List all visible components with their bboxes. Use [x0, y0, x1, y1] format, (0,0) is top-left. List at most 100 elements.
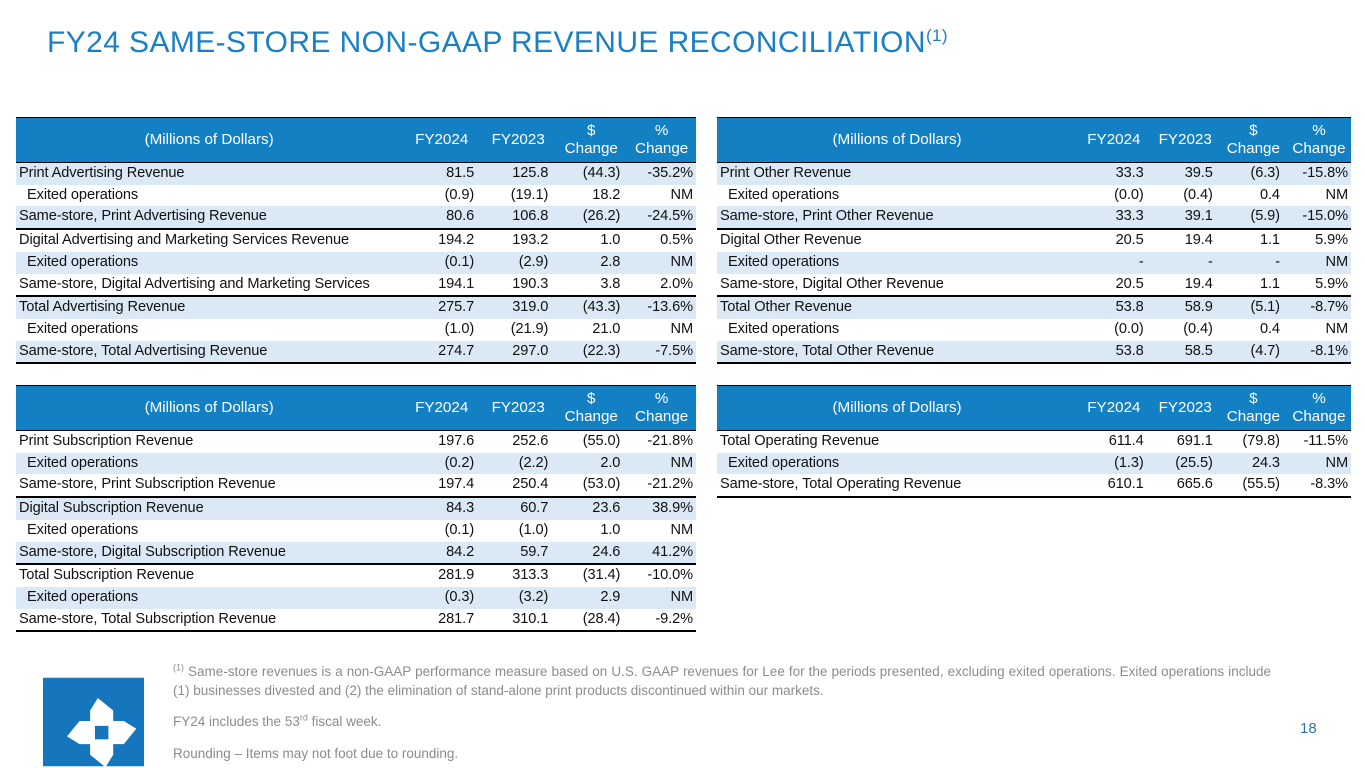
cell-dollar-change: (55.5) — [1242, 476, 1280, 493]
cell-dollar-change: (4.7) — [1219, 340, 1287, 364]
cell-dollar-change: (55.0) — [582, 433, 621, 449]
cell-fy2024: 80.6 — [402, 206, 482, 231]
table-row: Exited operations (1.0) (21.9) 21.0 NM — [16, 319, 696, 341]
col-header: FY2024 — [402, 385, 482, 431]
table-row: Same-store, Total Other Revenue 53.8 58.5(… — [717, 340, 1351, 364]
row-label: Exited operations — [27, 186, 139, 203]
cell-pct-change: 41.2% — [627, 541, 696, 566]
cell-dollar-change: (43.3) — [555, 296, 628, 319]
cell-dollar-change: 1.1 — [1259, 232, 1280, 249]
col-header-units: (Millions of Dollars) — [717, 385, 1078, 431]
cell-dollar-change: 18.2 — [592, 186, 621, 203]
cell-pct-change: -24.5% — [627, 206, 696, 231]
row-label: Exited operations — [16, 452, 403, 475]
page-title-text: FY24 SAME-STORE NON-GAAP REVENUE RECONCI… — [47, 26, 926, 59]
row-label: Exited operations — [717, 251, 1078, 274]
cell-pct-change: NM — [1286, 251, 1351, 274]
cell-fy2023: (2.9) — [481, 251, 556, 274]
cell-pct-change: 0.5% — [660, 232, 693, 249]
table-row: Total Subscription Revenue 281.9 313.3 (31.… — [16, 564, 696, 587]
cell-fy2024: - — [1077, 251, 1151, 274]
advertising-revenue-table-container: (Millions of Dollars) FY2024 FY2023 $ Change… — [16, 117, 696, 365]
cell-pct-change: -35.2% — [627, 162, 696, 185]
cell-pct-change: NM — [670, 521, 694, 538]
cell-fy2024: 33.3 — [1077, 162, 1151, 185]
cell-fy2024: 281.9 — [438, 567, 475, 584]
cell-fy2024: 20.5 — [1077, 273, 1151, 298]
cell-fy2023: 252.6 — [512, 433, 549, 449]
row-label: Digital Advertising and Marketing Servic… — [19, 232, 350, 249]
cell-fy2023: 125.8 — [481, 162, 556, 185]
cell-dollar-change: 24.3 — [1219, 452, 1287, 475]
footnote-same-store: (1) Same-store revenues is a non-GAAP pe… — [173, 662, 1271, 698]
page-number: 18 — [1300, 720, 1317, 737]
cell-fy2023: 190.3 — [481, 273, 556, 298]
cell-dollar-change: 2.0 — [555, 452, 628, 475]
col-header: % Change — [627, 385, 696, 431]
row-label: Print Other Revenue — [717, 162, 1078, 185]
cell-fy2024: (1.0) — [444, 320, 475, 337]
col-header-units: (Millions of Dollars) — [717, 117, 1078, 163]
cell-fy2023: 310.1 — [512, 610, 549, 627]
table-row: Exited operations (0.0) (0.4) 0.4 NM — [717, 185, 1351, 207]
cell-pct-change: NM — [1325, 320, 1349, 337]
table-row: Exited operations (0.2) (2.2) 2.0 NM — [16, 452, 696, 475]
col-header: % Change — [1286, 117, 1351, 163]
cell-fy2024: 274.7 — [402, 340, 482, 364]
cell-fy2023: 297.0 — [481, 340, 556, 364]
cell-pct-change: NM — [1286, 452, 1351, 475]
table-row: Exited operations (0.0) (0.4) 0.4 NM — [717, 319, 1351, 341]
col-header: $ Change — [1219, 385, 1287, 431]
row-label: Same-store, Print Other Revenue — [717, 206, 1078, 231]
cell-fy2024: 610.1 — [1107, 476, 1144, 493]
row-label: Exited operations — [717, 452, 1078, 475]
row-label: Exited operations — [16, 586, 403, 609]
cell-pct-change: -10.0% — [647, 567, 693, 584]
cell-fy2024: 275.7 — [402, 296, 482, 319]
footnote-marker: (1) — [173, 662, 184, 673]
cell-fy2023: (1.0) — [518, 521, 549, 538]
cell-dollar-change: 3.8 — [555, 273, 628, 298]
table-row: Same-store, Print Other Revenue 33.3 39.1(… — [717, 206, 1351, 231]
cell-pct-change: 2.0% — [627, 273, 696, 298]
cell-fy2024: 194.2 — [438, 232, 475, 249]
cell-pct-change: -9.2% — [655, 610, 693, 627]
cell-dollar-change: (28.4) — [582, 610, 621, 627]
table-row: Exited operations (0.9) (19.1) 18.2 NM — [16, 185, 696, 207]
cell-pct-change: -21.2% — [627, 474, 696, 499]
cell-fy2023: 58.5 — [1150, 340, 1220, 364]
table-row: Same-store, Digital Other Revenue 20.5 19.… — [717, 273, 1351, 298]
row-label: Same-store, Total Subscription Revenue — [19, 610, 277, 627]
cell-pct-change: -8.7% — [1286, 296, 1351, 319]
table-row: Exited operations (1.3) (25.5) 24.3 NM — [717, 452, 1351, 475]
table-row: Same-store, Digital Advertising and Mark… — [16, 273, 696, 298]
cell-dollar-change: 2.8 — [555, 251, 628, 274]
cell-dollar-change: (31.4) — [582, 567, 621, 584]
col-header: FY2024 — [1077, 117, 1151, 163]
col-header: $ Change — [1219, 117, 1287, 163]
table-row: Total Advertising Revenue 275.7 319.0 (43.3… — [16, 296, 696, 319]
cell-fy2023: (3.2) — [481, 586, 556, 609]
cell-dollar-change: 0.4 — [1259, 320, 1280, 337]
cell-fy2024: (0.0) — [1114, 320, 1144, 337]
cell-fy2023: 19.4 — [1150, 273, 1220, 298]
cell-fy2024: 81.5 — [402, 162, 482, 185]
footnote-rounding: Rounding – Items may not foot due to rou… — [173, 745, 459, 761]
row-label: Exited operations — [728, 186, 840, 203]
col-header: FY2023 — [1150, 117, 1220, 163]
table-row: Total Other Revenue 53.8 58.9 (5.1) -8.7% — [717, 296, 1351, 319]
row-label: Exited operations — [27, 521, 139, 538]
cell-dollar-change: 1.0 — [600, 521, 621, 538]
cell-fy2023: 319.0 — [481, 296, 556, 319]
cell-dollar-change: 0.4 — [1259, 186, 1280, 203]
cell-fy2023: 313.3 — [512, 567, 549, 584]
col-header: FY2023 — [481, 385, 556, 431]
table-row: Exited operations (0.1) (1.0) 1.0 NM — [16, 520, 696, 542]
cell-fy2023: (2.2) — [481, 452, 556, 475]
table-row: Same-store, Digital Subscription Revenue… — [16, 541, 696, 566]
cell-dollar-change: - — [1219, 251, 1287, 274]
cell-fy2024: 281.7 — [438, 610, 475, 627]
col-header: $ Change — [555, 117, 628, 163]
row-label: Same-store, Print Subscription Revenue — [16, 474, 403, 499]
